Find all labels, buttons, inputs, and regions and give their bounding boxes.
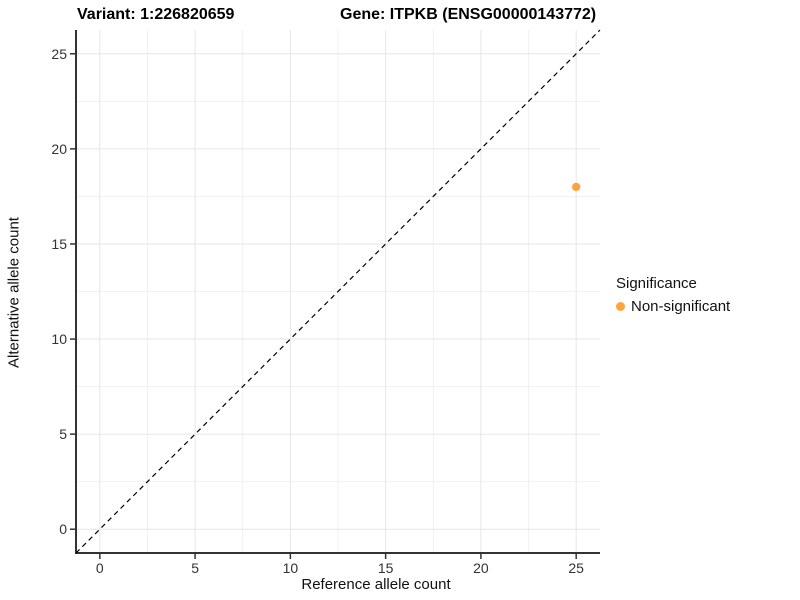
x-tick-label: 20 <box>473 560 489 576</box>
y-axis-title: Alternative allele count <box>5 217 23 368</box>
identity-reference-line <box>75 29 601 554</box>
axis-ticks <box>70 53 577 559</box>
x-tick-label: 15 <box>378 560 394 576</box>
y-tick-label: 10 <box>51 331 67 347</box>
x-tick-label: 5 <box>191 560 199 576</box>
tick-labels: 0 5 10 15 20 25 0 5 10 15 20 25 <box>51 46 584 576</box>
gene-title: Gene: ITPKB (ENSG00000143772) <box>340 6 597 23</box>
axis-lines <box>75 30 600 554</box>
y-tick-label: 25 <box>51 46 67 62</box>
data-point <box>571 182 581 192</box>
legend-entry: Non-significant <box>616 298 730 315</box>
y-tick-label: 5 <box>59 426 67 442</box>
y-tick-label: 15 <box>51 236 67 252</box>
x-tick-label: 10 <box>283 560 299 576</box>
legend-entry-label: Non-significant <box>631 298 731 315</box>
y-tick-label: 20 <box>51 141 67 157</box>
x-tick-label: 0 <box>96 560 104 576</box>
grid-minor <box>76 30 600 553</box>
x-tick-label: 25 <box>568 560 584 576</box>
data-points <box>571 182 581 192</box>
legend: Significance Non-significant <box>616 275 730 315</box>
variant-title: Variant: 1:226820659 <box>77 6 235 23</box>
grid-major <box>76 30 600 553</box>
x-axis-title: Reference allele count <box>301 576 451 593</box>
legend-title: Significance <box>616 275 697 292</box>
legend-point-icon <box>616 302 625 311</box>
y-tick-label: 0 <box>59 521 67 537</box>
